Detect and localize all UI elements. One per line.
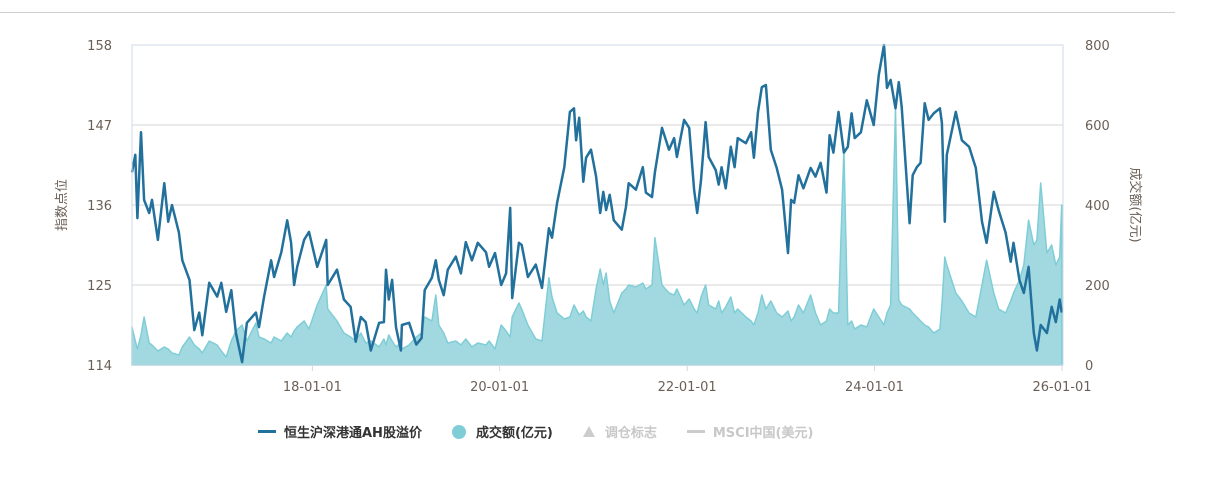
y-axis-right-title: 成交额(亿元) (1127, 167, 1143, 242)
line-marker-icon (258, 430, 276, 433)
ah-premium-line-series (130, 43, 1063, 364)
ah-premium-line (130, 43, 1063, 364)
plot-frame (131, 44, 1064, 366)
x-tick-label: 26-01-01 (1032, 380, 1091, 395)
legend-item-ah-premium[interactable]: 恒生沪深港通AH股溢价 (258, 422, 422, 441)
y-tick-label-right: 400 (1085, 199, 1110, 214)
legend-item-rebalance-flag[interactable]: 调仓标志 (582, 422, 657, 441)
turnover-area (131, 107, 1063, 366)
line-marker-icon (686, 430, 705, 433)
triangle-marker-icon (582, 426, 595, 437)
y-tick-label-right: 200 (1085, 279, 1110, 294)
y-tick-label-left: 147 (87, 119, 112, 134)
x-tick-label: 20-01-01 (470, 380, 529, 395)
y-tick-label-left: 114 (87, 359, 112, 374)
x-tick-label: 24-01-01 (845, 380, 904, 395)
x-tick-label: 18-01-01 (283, 380, 342, 395)
legend: 恒生沪深港通AH股溢价 成交额(亿元) 调仓标志 MSCI中国(美元) (258, 422, 843, 441)
y-tick-label-left: 125 (87, 279, 112, 294)
top-divider (0, 12, 1175, 13)
y-tick-label-right: 600 (1085, 119, 1110, 134)
legend-label: MSCI中国(美元) (712, 426, 814, 441)
y-tick-label-right: 800 (1085, 39, 1110, 54)
legend-item-turnover[interactable]: 成交额(亿元) (451, 422, 553, 441)
y-axis-left-title: 指数点位 (55, 179, 70, 231)
axis-ticks: 114 0 125 200 136 400 147 600 158 800 18-01-01 20-0… (87, 39, 1110, 395)
x-tick-label: 22-01-01 (658, 380, 717, 395)
y-tick-label-right: 0 (1085, 359, 1093, 374)
circle-marker-icon (451, 424, 466, 439)
y-tick-label-left: 158 (87, 39, 112, 54)
legend-item-msci-china[interactable]: MSCI中国(美元) (686, 422, 814, 441)
legend-label: 恒生沪深港通AH股溢价 (284, 426, 422, 441)
legend-label: 调仓标志 (604, 426, 657, 441)
y-tick-label-left: 136 (87, 199, 112, 214)
volume-area-series (131, 107, 1063, 366)
legend-label: 成交额(亿元) (475, 426, 553, 441)
